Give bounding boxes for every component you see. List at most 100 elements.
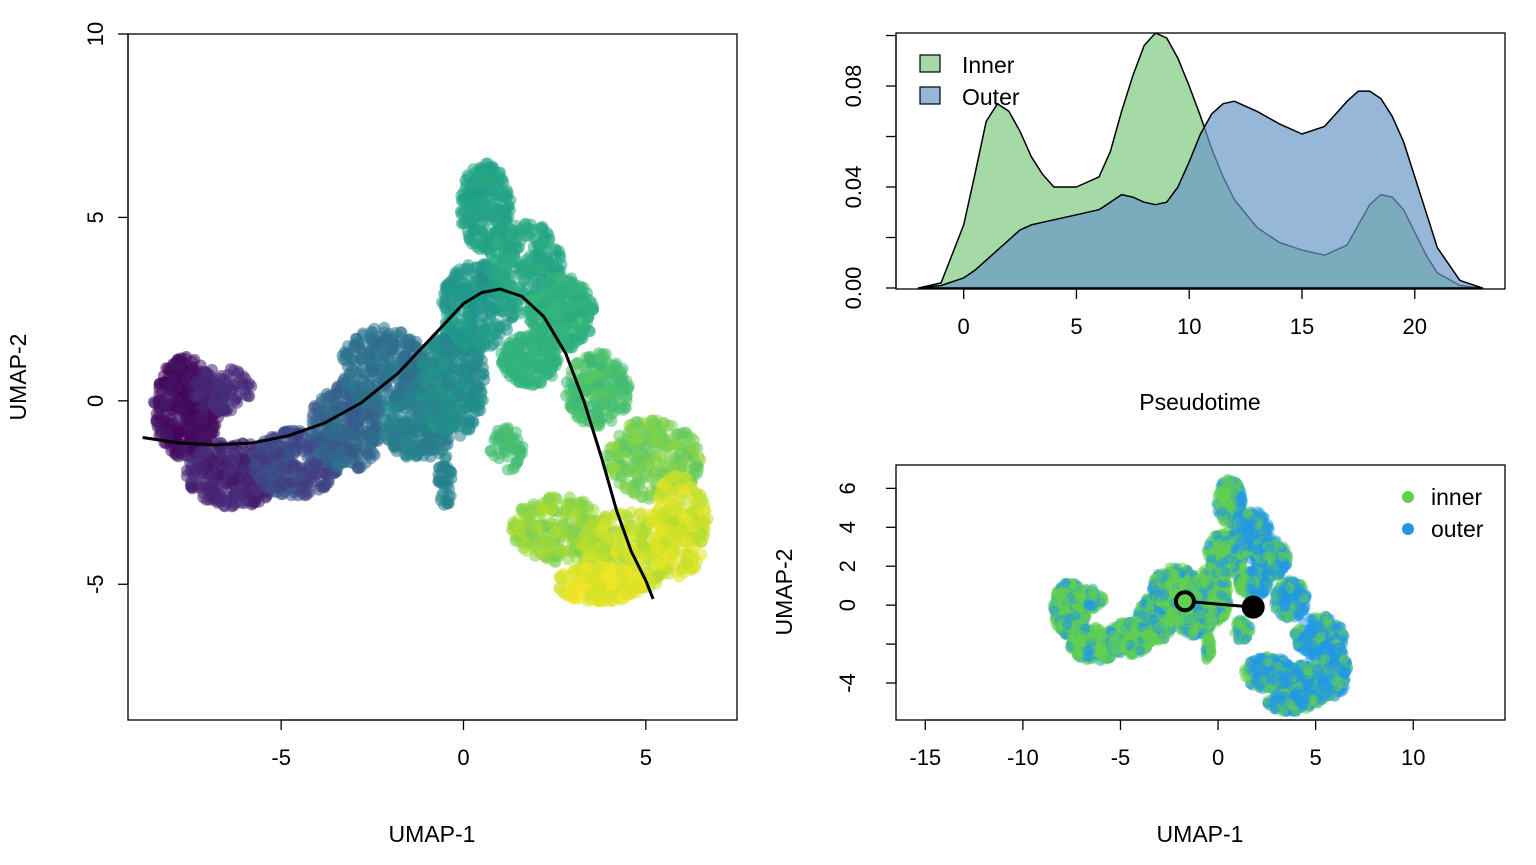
umap-point bbox=[434, 411, 447, 424]
umap-point bbox=[355, 353, 368, 366]
umap-point bbox=[636, 538, 649, 551]
x-tick-label: 15 bbox=[1290, 314, 1314, 339]
umap-point bbox=[223, 380, 236, 393]
umap-point bbox=[232, 365, 245, 378]
umap-point bbox=[583, 386, 596, 399]
umap-point bbox=[488, 276, 501, 289]
umap-point bbox=[492, 187, 505, 199]
umap-point bbox=[586, 302, 599, 315]
umap-point bbox=[171, 428, 184, 441]
umap-point bbox=[620, 390, 633, 403]
umap-point bbox=[343, 443, 356, 456]
umap-point bbox=[463, 199, 476, 212]
umap-point bbox=[360, 389, 373, 402]
umap-point bbox=[433, 371, 446, 384]
legend: Inner Outer bbox=[919, 52, 1020, 110]
umap-point bbox=[631, 577, 644, 590]
x-tick-label: 5 bbox=[640, 745, 652, 770]
umap-point bbox=[398, 356, 411, 369]
umap-point bbox=[643, 428, 656, 440]
umap-point bbox=[509, 443, 521, 456]
umap-point bbox=[386, 360, 399, 373]
umap-point bbox=[376, 349, 389, 362]
umap-point bbox=[477, 209, 490, 221]
umap-point bbox=[559, 302, 572, 315]
umap-point bbox=[335, 400, 348, 413]
umap-point bbox=[463, 264, 476, 277]
umap-point bbox=[388, 434, 401, 447]
umap-point bbox=[660, 480, 673, 493]
umap-point bbox=[411, 426, 424, 439]
pseudotime-density-chart: 0 5 10 15 20 0.000.040.08 Pseudotime Inner O… bbox=[841, 32, 1506, 415]
umap-point bbox=[689, 498, 702, 510]
umap-point bbox=[681, 557, 694, 570]
umap-point bbox=[336, 349, 349, 362]
umap-point bbox=[606, 440, 619, 453]
umap-point bbox=[188, 353, 201, 366]
umap-point bbox=[386, 413, 399, 426]
umap-point bbox=[549, 556, 562, 568]
umap-point bbox=[350, 388, 363, 400]
umap-point bbox=[363, 379, 376, 392]
umap-point bbox=[564, 499, 577, 511]
umap-point bbox=[365, 428, 378, 441]
umap-point bbox=[567, 387, 580, 400]
umap-point bbox=[634, 460, 647, 473]
legend-label-inner: Inner bbox=[962, 52, 1015, 78]
x-axis: 0 5 10 15 20 bbox=[958, 288, 1427, 339]
umap-point bbox=[323, 389, 336, 402]
umap-point bbox=[172, 450, 185, 463]
umap-point bbox=[611, 576, 624, 589]
umap-point bbox=[415, 373, 428, 386]
umap-point bbox=[476, 309, 488, 321]
umap-point bbox=[504, 194, 517, 207]
umap-point bbox=[615, 587, 628, 600]
umap-point bbox=[494, 252, 507, 265]
umap-point bbox=[228, 451, 241, 464]
umap-point bbox=[563, 582, 576, 595]
umap-point bbox=[583, 325, 596, 338]
umap-point bbox=[455, 319, 468, 332]
umap-point bbox=[615, 365, 627, 378]
umap-point bbox=[256, 475, 269, 488]
umap-point bbox=[629, 416, 642, 429]
y-axis-label: UMAP-2 bbox=[5, 334, 31, 421]
umap-point bbox=[238, 497, 251, 510]
umap-point bbox=[474, 392, 487, 405]
umap-point bbox=[427, 357, 440, 369]
umap-point bbox=[398, 415, 411, 427]
y-tick-label: 0.08 bbox=[841, 65, 866, 108]
y-tick-label: -5 bbox=[83, 574, 108, 594]
umap-point bbox=[469, 335, 482, 348]
umap-point bbox=[386, 401, 399, 414]
umap-point bbox=[364, 441, 377, 454]
umap-point bbox=[594, 352, 607, 365]
umap-point bbox=[532, 264, 544, 277]
umap-point bbox=[264, 442, 277, 455]
umap-point bbox=[499, 267, 512, 280]
umap-point bbox=[248, 459, 261, 472]
umap-point bbox=[331, 459, 344, 472]
umap-point bbox=[698, 514, 711, 527]
umap-point bbox=[385, 342, 397, 355]
umap-point bbox=[380, 427, 393, 439]
x-tick-label: 10 bbox=[1177, 314, 1201, 339]
umap-point bbox=[331, 418, 343, 431]
umap-point bbox=[548, 525, 561, 538]
umap-point bbox=[446, 416, 459, 429]
umap-point bbox=[391, 389, 404, 402]
umap-point bbox=[197, 491, 210, 504]
umap-point bbox=[440, 494, 453, 507]
umap-point bbox=[553, 571, 566, 584]
umap-point bbox=[325, 438, 338, 451]
umap-point bbox=[300, 440, 313, 453]
umap-point bbox=[573, 297, 586, 310]
umap-point bbox=[594, 581, 607, 594]
umap-point bbox=[602, 564, 615, 577]
umap-point bbox=[318, 467, 331, 479]
umap-point bbox=[162, 416, 175, 429]
umap-point bbox=[668, 548, 681, 561]
